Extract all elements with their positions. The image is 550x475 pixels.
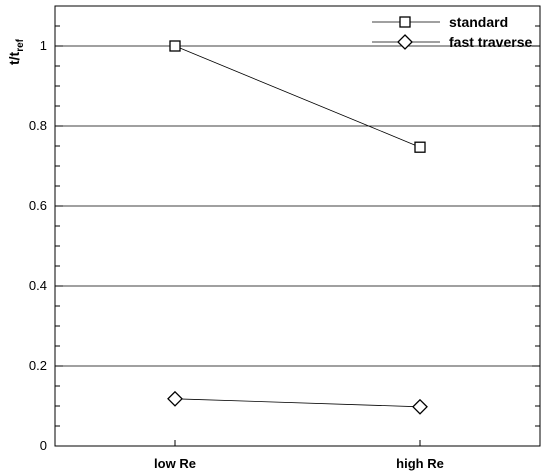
series-line bbox=[174, 45, 421, 148]
data-point bbox=[412, 398, 428, 415]
series-layer bbox=[167, 40, 428, 415]
legend-item: fast traverse bbox=[372, 34, 532, 50]
x-tick-label: high Re bbox=[396, 456, 444, 471]
y-axis-label: t/tref bbox=[6, 38, 26, 65]
y-tick-label: 0.2 bbox=[29, 358, 47, 373]
y-axis-label-sub: ref bbox=[15, 38, 26, 51]
x-axis-labels: low Re high Re bbox=[154, 440, 444, 471]
series-line bbox=[174, 398, 421, 408]
series-1 bbox=[169, 40, 426, 153]
legend-marker bbox=[399, 16, 411, 28]
y-axis-label-main: t/t bbox=[6, 51, 22, 65]
data-point bbox=[169, 40, 181, 52]
legend: standard fast traverse bbox=[372, 14, 532, 50]
y-tick-label: 0.8 bbox=[29, 118, 47, 133]
legend-marker bbox=[397, 34, 413, 50]
legend-label: fast traverse bbox=[449, 34, 532, 50]
x-tick-label: low Re bbox=[154, 456, 196, 471]
y-tick-label: 0.4 bbox=[29, 278, 47, 293]
y-tick-label: 1 bbox=[40, 38, 47, 53]
legend-item: standard bbox=[372, 14, 508, 30]
gridlines bbox=[55, 45, 540, 367]
series-2 bbox=[167, 390, 428, 415]
legend-label: standard bbox=[449, 14, 508, 30]
plot-frame bbox=[54, 5, 541, 447]
y-tick-label: 0 bbox=[40, 438, 47, 453]
y-axis-ticks: 0 0.2 0.4 0.6 0.8 1 bbox=[29, 5, 540, 453]
data-point bbox=[167, 390, 183, 407]
y-tick-label: 0.6 bbox=[29, 198, 47, 213]
data-point bbox=[414, 141, 426, 153]
